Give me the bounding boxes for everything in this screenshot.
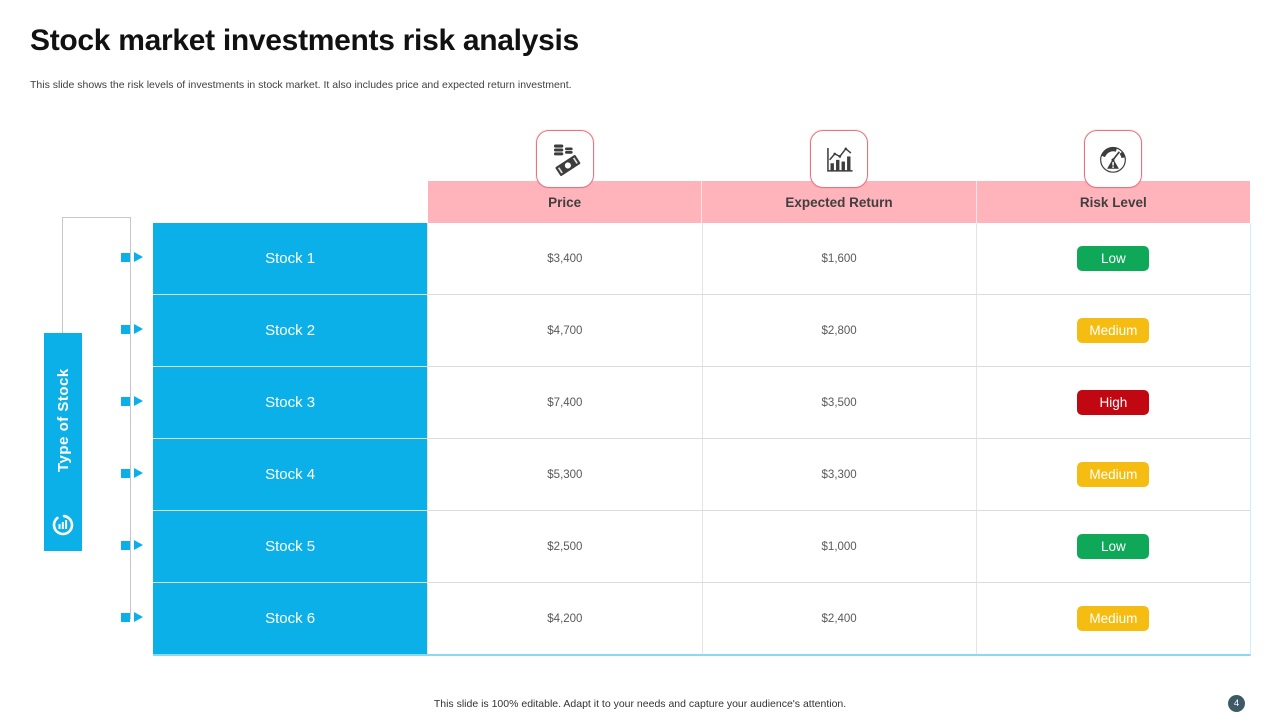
price-value: $3,400 — [427, 223, 701, 294]
table-row: Stock 5 $2,500 $1,000 Low — [153, 511, 1250, 583]
table-row: Stock 4 $5,300 $3,300 Medium — [153, 439, 1250, 511]
price-icon-box — [536, 130, 594, 188]
bracket-line-left — [62, 217, 63, 333]
bar-chart-growth-icon — [822, 142, 856, 176]
risk-badge: Medium — [1077, 318, 1150, 343]
table-row: Stock 2 $4,700 $2,800 Medium — [153, 295, 1250, 367]
table-row: Stock 6 $4,200 $2,400 Medium — [153, 583, 1250, 654]
risk-gauge-icon — [1096, 142, 1130, 176]
stocks-table: Stock 1 $3,400 $1,600 Low Stock 2 $4,700… — [153, 223, 1251, 656]
risk-badge: Medium — [1077, 606, 1150, 631]
footer-note: This slide is 100% editable. Adapt it to… — [433, 698, 847, 710]
expected-return-value: $3,300 — [701, 439, 976, 510]
expected-return-icon-box — [810, 130, 868, 188]
stock-name: Stock 4 — [153, 439, 428, 510]
price-value: $2,500 — [427, 511, 701, 582]
table-row: Stock 1 $3,400 $1,600 Low — [153, 223, 1250, 295]
stock-name: Stock 3 — [153, 367, 428, 438]
type-of-stock-label: Type of Stock — [54, 368, 72, 472]
table-header-row: Price Expected Return Risk Level — [428, 181, 1250, 223]
row-marker — [121, 612, 143, 622]
risk-badge: Low — [1077, 534, 1150, 559]
stock-name: Stock 5 — [153, 511, 428, 582]
type-of-stock-label-bar: Type of Stock — [44, 333, 82, 551]
row-marker — [121, 324, 143, 334]
expected-return-value: $2,400 — [701, 583, 976, 654]
price-value: $4,200 — [427, 583, 701, 654]
column-header-price: Price — [548, 194, 582, 210]
row-marker — [121, 540, 143, 550]
expected-return-value: $2,800 — [701, 295, 976, 366]
stock-name: Stock 2 — [153, 295, 428, 366]
price-value: $4,700 — [427, 295, 701, 366]
row-marker — [121, 468, 143, 478]
expected-return-value: $1,600 — [701, 223, 976, 294]
price-value: $5,300 — [427, 439, 701, 510]
price-value: $7,400 — [427, 367, 701, 438]
row-marker — [121, 252, 143, 262]
slide-subtitle: This slide shows the risk levels of inve… — [30, 79, 572, 91]
row-marker — [121, 396, 143, 406]
money-icon — [548, 142, 582, 176]
stock-name: Stock 6 — [153, 583, 428, 654]
column-header-expected-return: Expected Return — [701, 181, 975, 223]
stock-name: Stock 1 — [153, 223, 428, 294]
risk-badge: High — [1077, 390, 1150, 415]
page-title: Stock market investments risk analysis — [30, 24, 579, 57]
risk-level-icon-box — [1084, 130, 1142, 188]
risk-badge: Low — [1077, 246, 1150, 271]
circular-chart-icon — [51, 513, 75, 542]
column-header-risk-level: Risk Level — [975, 181, 1250, 223]
risk-badge: Medium — [1077, 462, 1150, 487]
bracket-line-top — [62, 217, 130, 218]
bracket-line-right — [130, 217, 131, 619]
expected-return-value: $3,500 — [701, 367, 976, 438]
page-number-badge: 4 — [1228, 695, 1245, 712]
expected-return-value: $1,000 — [701, 511, 976, 582]
table-row: Stock 3 $7,400 $3,500 High — [153, 367, 1250, 439]
